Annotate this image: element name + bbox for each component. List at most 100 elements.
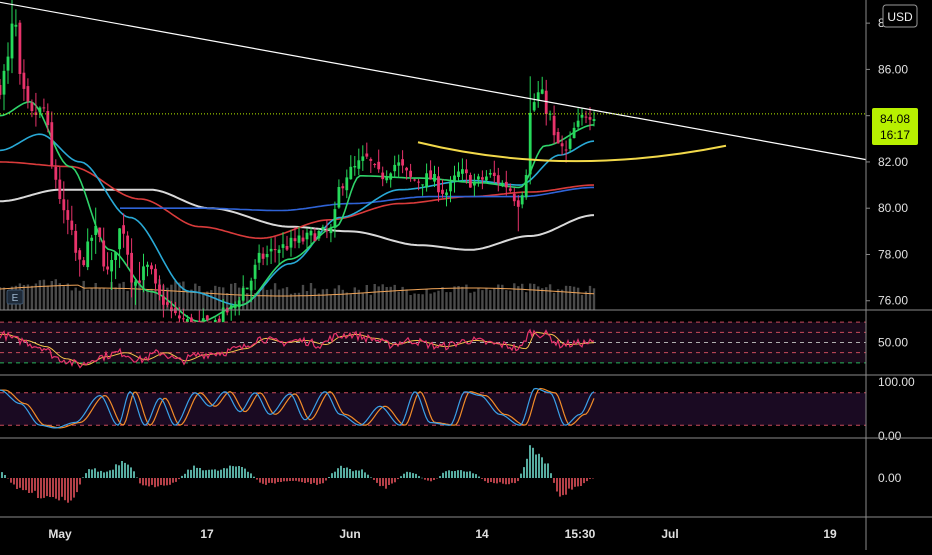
macd-bar-positive — [4, 475, 6, 478]
volume-bar — [433, 292, 436, 310]
volume-bar — [552, 292, 556, 310]
candle-up — [532, 102, 536, 111]
volume-bar — [22, 285, 26, 310]
macd-bar-negative — [7, 478, 9, 479]
macd-bar-positive — [532, 447, 534, 478]
macd-bar-negative — [505, 478, 507, 485]
volume-bar — [572, 286, 576, 310]
volume-bar — [281, 288, 285, 310]
macd-bar-negative — [307, 478, 309, 483]
candle-down — [26, 86, 30, 102]
macd-bar-positive — [181, 475, 183, 478]
volume-bar — [337, 285, 341, 310]
macd-bar-positive — [412, 473, 414, 478]
rsi-panel[interactable]: 50.00 — [0, 321, 908, 369]
macd-bar-negative — [271, 478, 273, 483]
macd-bar-positive — [124, 462, 126, 478]
candle-up — [500, 182, 504, 186]
candle-up — [353, 166, 357, 168]
macd-bar-negative — [76, 478, 78, 493]
time-axis[interactable]: May 17 Jun 14 15:30 Jul 19 — [48, 527, 837, 541]
volume-bar — [409, 295, 412, 310]
macd-bar-negative — [262, 478, 264, 484]
candle-up — [281, 244, 285, 248]
volume-bar — [253, 293, 257, 310]
candle-up — [201, 318, 205, 325]
macd-bar-negative — [493, 478, 495, 484]
macd-bar-positive — [448, 470, 450, 478]
volume-bar — [202, 293, 205, 310]
candle-down — [70, 220, 74, 230]
macd-bar-positive — [193, 465, 195, 478]
macd-bar-negative — [376, 478, 378, 483]
candle-up — [10, 23, 14, 59]
macd-bar-negative — [13, 478, 15, 485]
macd-bar-positive — [226, 468, 228, 478]
macd-bar-positive — [469, 471, 471, 478]
macd-bar-negative — [64, 478, 66, 501]
volume-bar — [58, 283, 61, 310]
macd-bar-negative — [559, 478, 561, 497]
candle-down — [150, 265, 153, 270]
candle-down — [205, 315, 209, 320]
macd-bar-positive — [352, 471, 354, 478]
volume-bar — [521, 283, 524, 310]
volume-bar — [541, 288, 544, 310]
macd-bar-negative — [175, 478, 177, 482]
macd-bar-positive — [94, 468, 96, 478]
macd-bar-negative — [319, 478, 321, 484]
candle-down — [341, 186, 345, 189]
macd-bar-positive — [526, 458, 528, 478]
earnings-badge[interactable]: E — [6, 289, 24, 305]
currency-button[interactable]: USD — [882, 4, 918, 28]
candle-down — [178, 315, 181, 319]
volume-bar — [146, 290, 149, 310]
macd-bar-positive — [472, 473, 474, 478]
volume-bar — [397, 291, 400, 310]
time-tick-label: May — [48, 527, 72, 541]
macd-panel[interactable]: 0.00 — [1, 445, 902, 503]
candle-up — [528, 112, 532, 175]
candle-down — [560, 143, 564, 147]
volume-bar — [190, 289, 193, 310]
macd-bar-positive — [199, 468, 201, 478]
volume-bar — [226, 293, 229, 310]
macd-bar-negative — [43, 478, 45, 498]
macd-bar-positive — [133, 471, 135, 478]
volume-bar — [94, 283, 97, 310]
candle-up — [86, 241, 90, 268]
macd-bar-positive — [229, 465, 231, 478]
macd-bar-positive — [334, 471, 336, 478]
macd-bar-positive — [121, 461, 123, 478]
candle-up — [257, 252, 261, 263]
price-tick-label: 76.00 — [878, 294, 908, 308]
candle-up — [445, 192, 448, 196]
volume-bar — [210, 290, 213, 310]
candle-down — [481, 177, 484, 180]
macd-bar-positive — [244, 468, 246, 478]
macd-bar-negative — [10, 478, 12, 483]
macd-bar-positive — [466, 471, 468, 478]
macd-bar-negative — [154, 478, 156, 488]
macd-bar-positive — [112, 469, 114, 478]
volume-bar — [505, 290, 508, 310]
macd-bar-positive — [550, 473, 552, 478]
volume-bar — [369, 294, 372, 310]
macd-bar-negative — [169, 478, 171, 485]
stochastic-panel[interactable]: 100.00 0.00 — [0, 375, 915, 443]
macd-bar-positive — [454, 471, 456, 478]
volume-bar — [513, 283, 516, 310]
candle-up — [572, 127, 576, 139]
candle-down — [217, 318, 221, 323]
candle-down — [564, 149, 568, 151]
candle-down — [584, 116, 588, 118]
macd-bar-negative — [67, 478, 69, 503]
macd-bar-positive — [187, 469, 189, 478]
macd-bar-negative — [397, 478, 399, 480]
macd-bar-negative — [385, 478, 387, 489]
volume-bar — [405, 289, 408, 310]
macd-bar-negative — [265, 478, 267, 485]
